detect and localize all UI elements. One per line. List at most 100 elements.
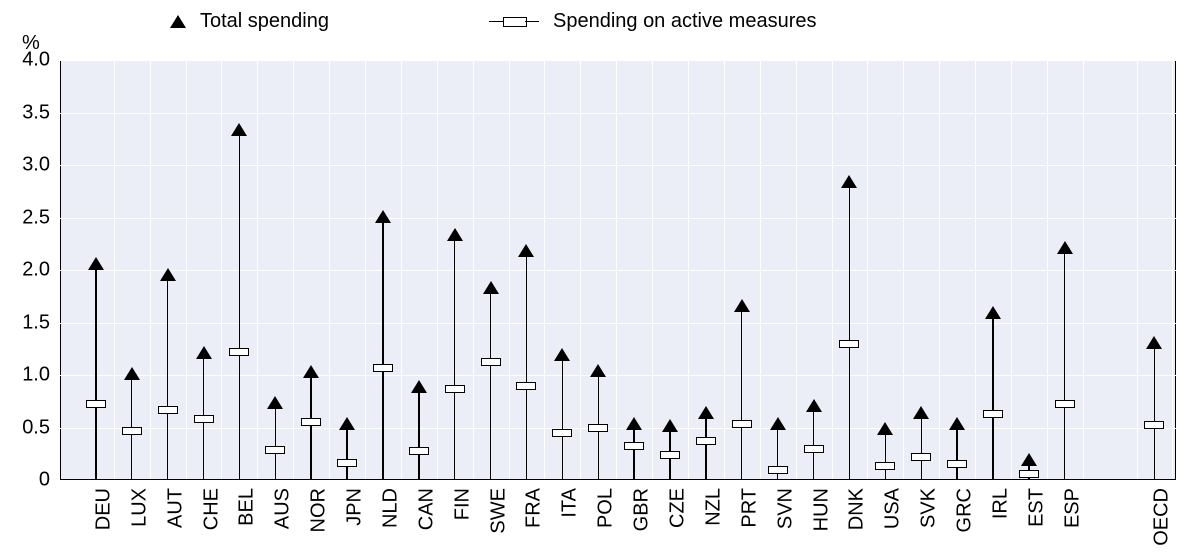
active-marker [229,348,249,356]
y-tick-label: 3.5 [22,101,50,124]
total-marker [1021,453,1037,466]
data-stalk [490,294,491,480]
x-gridline [903,60,904,480]
x-gridline [1083,60,1084,480]
total-marker [1057,241,1073,254]
x-gridline [1047,60,1048,480]
y-tick-label: 0.5 [22,416,50,439]
active-marker [158,406,178,414]
data-stalk [849,188,850,480]
active-marker [445,385,465,393]
total-marker [124,367,140,380]
x-tick-label: NLD [379,488,402,528]
y-tick-label: 2.5 [22,206,50,229]
x-tick-label: USA [882,488,905,529]
x-gridline [1011,60,1012,480]
x-tick-label: GRC [954,488,977,532]
x-tick-label: SWE [487,488,510,534]
data-stalk [346,430,347,480]
data-stalk [526,257,527,480]
x-tick-label: GBR [631,488,654,531]
y-tick-label: 1.5 [22,311,50,334]
active-marker [301,418,321,426]
x-gridline [760,60,761,480]
total-marker [375,210,391,223]
data-stalk [921,419,922,480]
legend-active-label: Spending on active measures [553,10,817,33]
y-gridline [60,270,1176,271]
data-stalk [382,223,383,480]
total-marker [662,419,678,432]
total-marker [518,244,534,257]
x-tick-label: NOR [308,488,331,532]
active-marker [911,453,931,461]
total-marker [303,365,319,378]
x-gridline [867,60,868,480]
active-marker [516,382,536,390]
x-tick-label: JPN [344,488,367,526]
total-marker [554,348,570,361]
total-marker [913,406,929,419]
x-tick-label: DNK [846,488,869,530]
legend-item-total: Total spending [170,10,329,33]
data-stalk [275,409,276,480]
active-marker [481,358,501,366]
active-marker [1144,421,1164,429]
total-marker [196,346,212,359]
active-marker [337,459,357,467]
active-marker [588,424,608,432]
x-gridline [509,60,510,480]
data-stalk [741,312,742,480]
active-marker [660,451,680,459]
y-tick-label: 4.0 [22,49,50,72]
x-gridline [257,60,258,480]
spending-chart: { "header": { "legend_total_label": "Tot… [0,0,1191,556]
total-marker [590,364,606,377]
x-gridline [221,60,222,480]
data-stalk [454,241,455,480]
x-gridline [186,60,187,480]
x-gridline [652,60,653,480]
x-tick-label: CZE [667,488,690,528]
data-stalk [1064,254,1065,480]
y-gridline [60,113,1176,114]
active-marker [804,445,824,453]
total-marker [267,396,283,409]
x-gridline [724,60,725,480]
legend: Total spending Spending on active measur… [0,6,1191,36]
data-stalk [885,435,886,480]
total-marker [806,399,822,412]
x-gridline [401,60,402,480]
active-marker [983,410,1003,418]
x-gridline [688,60,689,480]
x-gridline [580,60,581,480]
x-tick-label: AUT [164,488,187,528]
x-tick-label: ESP [1061,488,1084,528]
active-marker [947,460,967,468]
total-marker [339,417,355,430]
x-gridline [473,60,474,480]
x-gridline [150,60,151,480]
x-tick-label: BEL [236,488,259,526]
x-tick-label: SVN [774,488,797,529]
data-stalk [633,430,634,480]
active-marker [732,420,752,428]
y-gridline [60,60,1176,61]
legend-item-active: Spending on active measures [489,10,817,33]
x-tick-label: IRL [989,488,1012,519]
x-gridline [1137,60,1138,480]
data-stalk [705,419,706,480]
x-gridline [1172,60,1173,480]
x-tick-label: HUN [810,488,833,531]
total-marker [734,299,750,312]
x-tick-label: SVK [918,488,941,528]
x-gridline [796,60,797,480]
active-marker [1019,470,1039,478]
x-gridline [544,60,545,480]
total-marker [411,380,427,393]
data-stalk [418,393,419,480]
total-marker [877,422,893,435]
total-marker [447,228,463,241]
data-stalk [956,430,957,480]
plot-area: 00.51.01.52.02.53.03.54.0DEULUXAUTCHEBEL… [60,60,1176,480]
